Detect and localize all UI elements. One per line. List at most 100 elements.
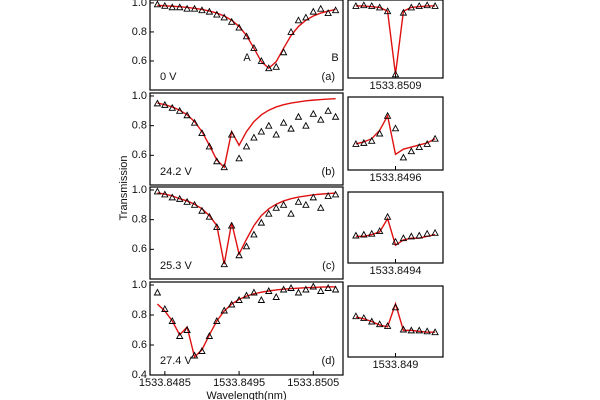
data-point <box>153 0 162 8</box>
data-point <box>250 230 258 238</box>
data-point <box>250 133 258 141</box>
data-point <box>235 251 243 259</box>
data-point <box>190 351 199 359</box>
data-point <box>383 321 392 329</box>
data-point <box>287 209 295 217</box>
data-point <box>302 200 310 208</box>
x-tick-label: 1533.8494 <box>370 265 422 277</box>
data-point <box>375 3 384 11</box>
data-point <box>367 2 376 9</box>
data-point <box>183 4 191 12</box>
data-point <box>399 8 408 16</box>
data-point <box>309 109 318 117</box>
data-point <box>198 347 206 354</box>
y-tick-label: 0.6 <box>132 339 147 351</box>
data-point <box>153 288 162 296</box>
data-point <box>227 130 236 138</box>
data-point <box>360 1 368 9</box>
data-point <box>331 112 340 120</box>
x-tick-label: 1533.8495 <box>213 377 265 389</box>
x-axis-label: Wavelength(nm) <box>206 390 286 400</box>
data-point <box>220 13 228 21</box>
data-point <box>175 194 184 202</box>
data-point <box>272 62 280 70</box>
data-point <box>360 314 368 321</box>
data-point <box>324 9 332 17</box>
data-point <box>235 296 243 303</box>
data-point <box>161 100 169 108</box>
data-point <box>423 1 431 9</box>
y-tick-label: 1.0 <box>132 90 147 102</box>
data-point <box>250 43 258 51</box>
data-point <box>183 326 191 333</box>
data-point <box>168 103 177 111</box>
annotation: 0 V <box>160 71 177 83</box>
data-point <box>294 288 303 296</box>
y-tick-label: 0.8 <box>132 120 147 132</box>
data-point <box>213 157 221 165</box>
data-point <box>279 285 288 293</box>
y-tick-label: 0.6 <box>132 55 147 67</box>
data-point <box>205 7 214 15</box>
data-point <box>183 111 191 119</box>
data-point <box>279 200 288 208</box>
data-point <box>279 118 288 126</box>
data-point <box>324 191 332 199</box>
data-point <box>250 288 258 296</box>
data-point <box>415 143 424 151</box>
data-point <box>399 234 408 242</box>
data-point <box>190 200 199 208</box>
data-point <box>175 3 184 11</box>
fit-curve <box>157 97 336 169</box>
data-point <box>205 332 214 339</box>
fit-curve <box>355 216 436 247</box>
data-point <box>227 221 236 229</box>
data-point <box>324 284 332 291</box>
data-point <box>383 212 392 220</box>
data-point <box>183 197 191 205</box>
annotation: (a) <box>322 71 335 83</box>
data-point <box>367 229 376 237</box>
data-point <box>161 305 169 312</box>
data-point <box>168 317 177 324</box>
data-point <box>175 332 184 339</box>
data-point <box>423 229 431 237</box>
data-point <box>391 124 400 132</box>
data-point <box>407 147 416 155</box>
data-point <box>242 242 251 250</box>
data-point <box>294 112 303 120</box>
data-point <box>220 163 228 171</box>
data-point <box>168 3 177 11</box>
x-tick-label: 1533.849 <box>373 359 419 371</box>
data-point <box>279 48 288 56</box>
data-point <box>242 291 251 299</box>
data-point <box>375 320 384 328</box>
data-point <box>242 142 251 150</box>
data-point <box>265 287 273 294</box>
data-point <box>352 231 360 239</box>
data-point <box>309 282 318 290</box>
data-point <box>360 138 368 146</box>
y-tick-label: 1.0 <box>132 0 147 9</box>
fit-curve <box>355 113 436 156</box>
y-tick-label: 0.4 <box>132 369 147 381</box>
fit-curve <box>355 301 436 333</box>
data-point <box>161 1 169 9</box>
data-point <box>415 2 424 9</box>
data-point <box>294 197 303 205</box>
data-point <box>316 203 325 211</box>
data-point <box>198 129 206 137</box>
data-point <box>407 232 416 240</box>
data-point <box>415 231 424 239</box>
fit-curve <box>355 5 436 75</box>
annotation: A <box>243 52 251 64</box>
data-point <box>287 284 295 291</box>
data-point <box>360 230 368 238</box>
y-tick-label: 0.8 <box>132 309 147 321</box>
data-point <box>272 203 280 211</box>
plot-frame <box>149 186 344 280</box>
data-point <box>352 139 360 147</box>
data-point <box>431 228 439 236</box>
data-point <box>227 300 236 308</box>
x-tick-label: 1533.8485 <box>139 377 191 389</box>
